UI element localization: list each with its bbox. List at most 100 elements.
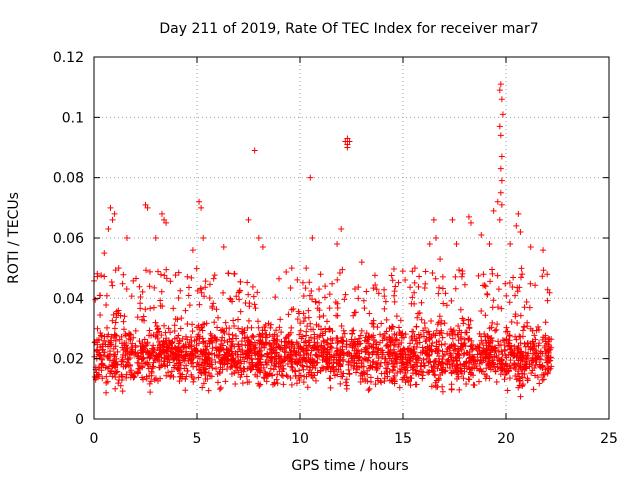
data-point xyxy=(467,219,474,226)
data-point xyxy=(163,339,170,346)
data-point xyxy=(274,332,281,339)
data-point xyxy=(498,153,505,160)
data-point xyxy=(231,270,238,277)
data-point xyxy=(333,348,340,355)
data-point xyxy=(358,363,365,370)
data-point xyxy=(546,289,553,296)
data-point xyxy=(455,337,462,344)
data-point xyxy=(461,368,468,375)
data-point xyxy=(121,313,128,320)
data-point xyxy=(188,334,195,341)
data-point xyxy=(357,340,364,347)
data-point xyxy=(103,302,110,309)
data-point xyxy=(190,378,197,385)
data-point xyxy=(495,354,502,361)
data-point xyxy=(366,310,373,317)
data-point xyxy=(251,147,258,154)
data-point xyxy=(374,377,381,384)
data-point xyxy=(506,367,513,374)
data-point xyxy=(269,355,276,362)
data-point xyxy=(339,373,346,380)
data-point xyxy=(152,235,159,241)
data-point xyxy=(343,385,350,392)
data-point xyxy=(459,268,466,275)
data-point xyxy=(479,340,486,347)
data-point xyxy=(336,270,343,277)
data-point xyxy=(437,256,444,263)
data-point xyxy=(460,351,467,358)
data-point xyxy=(326,360,333,367)
data-point xyxy=(422,280,429,287)
data-point xyxy=(257,368,264,375)
data-point xyxy=(454,331,461,338)
data-point xyxy=(182,376,189,383)
x-tick-label: 20 xyxy=(497,431,515,447)
data-point xyxy=(391,341,398,348)
data-point xyxy=(194,324,201,331)
data-point xyxy=(493,378,500,385)
data-point xyxy=(150,304,157,311)
data-point xyxy=(239,380,246,387)
data-point xyxy=(163,266,170,273)
data-point xyxy=(497,165,504,172)
data-point xyxy=(168,340,175,347)
data-point xyxy=(390,367,397,374)
data-point xyxy=(259,244,266,251)
data-point xyxy=(384,343,391,350)
data-point xyxy=(410,328,417,335)
data-point xyxy=(146,268,153,275)
data-point xyxy=(461,340,468,347)
data-point xyxy=(503,324,510,331)
data-point xyxy=(381,305,388,312)
data-point xyxy=(97,329,104,336)
data-point xyxy=(274,380,281,387)
data-point xyxy=(326,291,333,298)
data-point xyxy=(391,378,398,385)
data-point xyxy=(102,364,109,371)
data-point xyxy=(209,339,216,346)
data-point xyxy=(306,292,313,299)
data-point xyxy=(435,347,442,354)
data-point xyxy=(169,349,176,356)
data-points xyxy=(91,81,555,400)
data-point xyxy=(245,291,252,298)
data-point xyxy=(146,354,153,361)
data-point xyxy=(174,316,181,323)
data-point xyxy=(423,337,430,344)
data-point xyxy=(371,337,378,344)
data-point xyxy=(178,315,185,322)
data-point xyxy=(517,340,524,347)
data-point xyxy=(527,244,534,251)
data-point xyxy=(101,273,108,280)
data-point xyxy=(416,273,423,280)
data-point xyxy=(221,329,228,336)
data-point xyxy=(231,343,238,350)
data-point xyxy=(97,344,104,351)
data-point xyxy=(206,351,213,358)
data-point xyxy=(200,235,207,241)
data-point xyxy=(353,347,360,354)
data-point xyxy=(536,380,543,387)
data-point xyxy=(529,346,536,353)
data-point xyxy=(310,344,317,351)
data-point xyxy=(266,331,273,338)
data-point xyxy=(146,380,153,387)
y-tick-label: 0 xyxy=(75,412,84,428)
data-point xyxy=(407,375,414,382)
data-point xyxy=(495,286,502,293)
data-point xyxy=(517,393,524,400)
data-point xyxy=(200,380,207,387)
data-point xyxy=(421,333,428,340)
data-point xyxy=(144,339,151,346)
data-point xyxy=(178,348,185,355)
data-point xyxy=(369,359,376,366)
data-point xyxy=(158,288,165,295)
data-point xyxy=(437,371,444,378)
data-point xyxy=(288,306,295,313)
data-point xyxy=(136,338,143,345)
data-point xyxy=(174,335,181,342)
data-point xyxy=(372,344,379,351)
data-point xyxy=(519,374,526,381)
data-point xyxy=(409,294,416,301)
x-tick-label: 25 xyxy=(600,431,618,447)
